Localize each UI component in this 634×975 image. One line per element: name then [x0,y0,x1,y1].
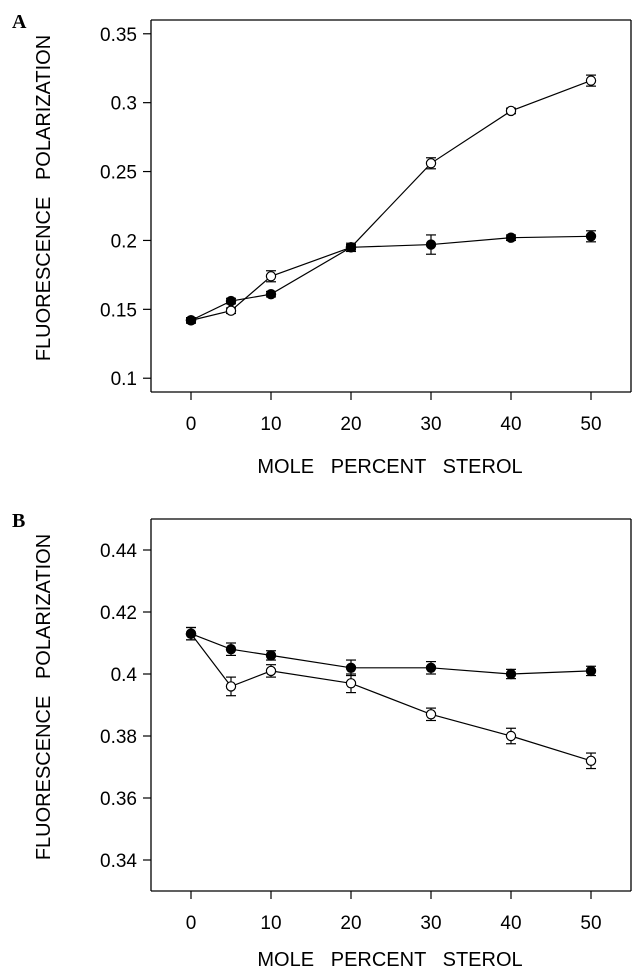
x-tick-label: 40 [500,414,521,435]
x-tick-label: 30 [420,414,441,435]
data-point [505,105,517,117]
data-point [585,755,597,767]
data-point [265,665,277,677]
data-point [585,231,597,242]
x-axis-label: MOLE PERCENT STEROL [257,456,522,478]
x-axis-label: MOLE PERCENT STEROL [257,949,522,971]
data-point [345,662,357,674]
y-tick-label: 0.4 [111,665,138,686]
x-tick-label: 0 [186,414,197,435]
data-point [505,232,517,243]
chart-panel-a: A 0.1 0.15 0.2 0.25 0.3 0.35 0 10 20 30 40 50 MOLE PE… [12,11,632,478]
data-point [585,75,597,86]
data-point [225,305,237,316]
panel-label: A [12,11,27,33]
data-point [505,668,517,680]
y-tick-label: 0.34 [100,851,137,872]
data-point [265,288,277,300]
x-tick-label: 10 [260,414,281,435]
y-tick-label: 0.42 [100,603,137,624]
data-point [225,644,237,655]
y-tick-label: 0.15 [100,300,137,321]
y-tick-label: 0.1 [111,369,137,390]
x-tick-label: 50 [580,414,601,435]
series-line [190,80,592,321]
y-tick-label: 0.35 [100,25,137,46]
data-point [585,665,597,677]
x-tick-label: 40 [500,913,521,934]
x-tick-label: 0 [186,913,197,934]
data-point [185,315,197,326]
data-point [425,158,437,169]
y-axis-label: FLUORESCENCE POLARIZATION [33,35,55,361]
data-point [425,709,437,720]
data-point [265,650,277,661]
y-tick-label: 0.2 [111,231,137,252]
data-point [225,295,237,307]
data-point [345,678,357,689]
x-tick-label: 20 [340,414,361,435]
series-open-circle [185,74,597,326]
panel-label: B [12,510,25,532]
data-point [225,681,237,692]
y-tick-label: 0.36 [100,789,137,810]
data-point [425,662,437,674]
y-tick-label: 0.25 [100,163,137,184]
x-tick-label: 10 [260,913,281,934]
x-tick-label: 50 [580,913,601,934]
series-line [190,633,592,675]
series-open-circle [185,626,597,770]
data-point [345,242,357,253]
x-tick-label: 30 [420,913,441,934]
series-filled-circle [185,230,597,326]
series-filled-circle [185,626,597,680]
data-point [425,239,437,250]
x-tick-label: 20 [340,913,361,934]
y-tick-label: 0.38 [100,727,137,748]
y-axis-label: FLUORESCENCE POLARIZATION [33,534,55,860]
series-line [190,235,592,321]
y-tick-label: 0.3 [111,94,137,115]
data-point [185,628,197,639]
data-point [265,271,277,282]
chart-panel-b: B 0.34 0.36 0.38 0.4 0.42 0.44 0 10 20 30 40 50 MOLE … [12,510,632,971]
y-tick-label: 0.44 [100,541,137,562]
data-point [505,730,517,742]
